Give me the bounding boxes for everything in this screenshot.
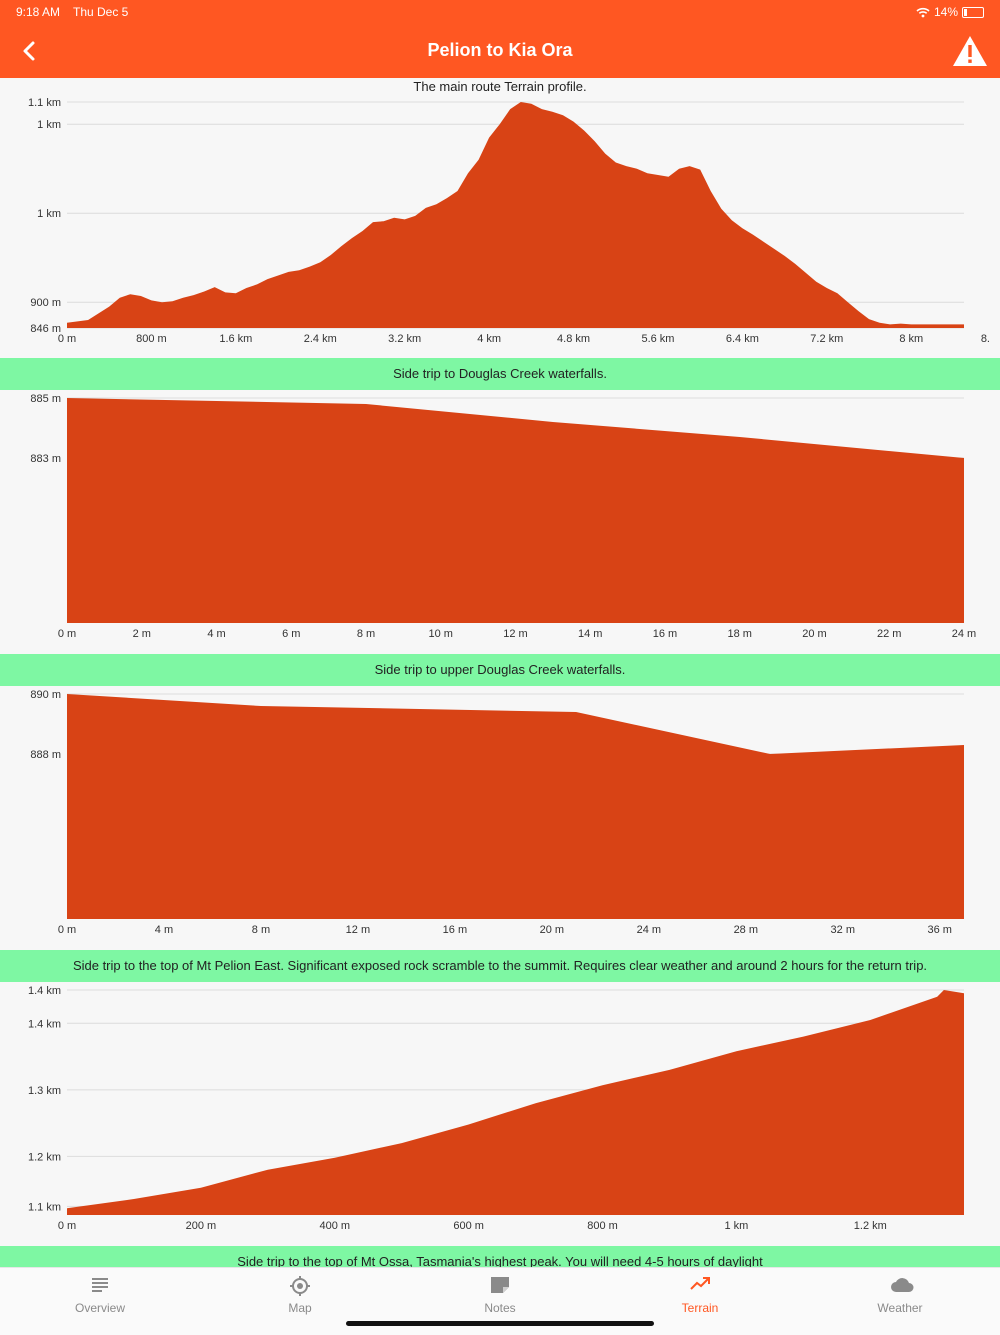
x-tick-label: 800 m — [136, 333, 167, 344]
y-tick-label: 1.4 km — [28, 985, 61, 997]
tab-weather[interactable]: Weather — [820, 1268, 980, 1328]
chart-title-band: Side trip to upper Douglas Creek waterfa… — [0, 654, 1000, 686]
tab-map[interactable]: Map — [220, 1268, 380, 1328]
elevation-area — [67, 398, 964, 623]
x-tick-label: 3.2 km — [388, 333, 421, 344]
elevation-area — [67, 694, 964, 919]
x-tick-label: 2 m — [133, 628, 151, 640]
tab-overview[interactable]: Overview — [20, 1268, 180, 1328]
tab-overview-label: Overview — [74, 1301, 125, 1315]
x-tick-label: 6.4 km — [726, 333, 759, 344]
x-tick-label: 0 m — [58, 924, 76, 936]
wifi-icon — [916, 7, 930, 17]
battery-icon — [962, 6, 984, 18]
x-tick-label: 5.6 km — [641, 333, 674, 344]
x-tick-label: 32 m — [831, 924, 855, 936]
y-tick-label: 1 km — [37, 208, 61, 220]
tab-notes[interactable]: Notes — [420, 1268, 580, 1328]
x-tick-label: 200 m — [186, 1220, 217, 1232]
y-tick-label: 1 km — [37, 119, 61, 131]
y-tick-label: 883 m — [30, 453, 61, 465]
x-tick-label: 8. — [981, 333, 990, 344]
elevation-area — [67, 102, 964, 328]
x-tick-label: 1.2 km — [854, 1220, 887, 1232]
x-tick-label: 7.2 km — [810, 333, 843, 344]
x-tick-label: 8 m — [252, 924, 270, 936]
x-tick-label: 14 m — [578, 628, 602, 640]
x-tick-label: 0 m — [58, 333, 76, 344]
terrain-chart-douglas-creek: 885 m 883 m 0 m 2 m 4 m 6 m 8 m 10 m 12 m 14 m 16 … — [30, 393, 976, 640]
chart-title: The main route Terrain profile. — [413, 79, 587, 94]
x-tick-label: 18 m — [728, 628, 752, 640]
tab-map-label: Map — [288, 1301, 312, 1315]
x-tick-label: 20 m — [802, 628, 826, 640]
warning-icon[interactable] — [952, 34, 988, 68]
x-tick-label: 4.8 km — [557, 333, 590, 344]
status-time: 9:18 AM — [16, 5, 61, 19]
x-tick-label: 12 m — [346, 924, 370, 936]
y-tick-label: 885 m — [30, 393, 61, 405]
x-tick-label: 600 m — [453, 1220, 484, 1232]
x-tick-label: 400 m — [319, 1220, 350, 1232]
x-tick-label: 2.4 km — [304, 333, 337, 344]
x-tick-label: 24 m — [637, 924, 661, 936]
x-tick-label: 4 km — [477, 333, 501, 344]
y-tick-label: 1.1 km — [28, 97, 61, 109]
cloud-icon — [891, 1278, 914, 1292]
x-tick-label: 20 m — [540, 924, 564, 936]
x-tick-label: 0 m — [58, 628, 76, 640]
y-tick-label: 1.1 km — [28, 1201, 61, 1213]
x-tick-label: 1.6 km — [219, 333, 252, 344]
y-tick-label: 846 m — [30, 323, 61, 335]
y-tick-label: 900 m — [30, 297, 61, 309]
x-tick-label: 16 m — [443, 924, 467, 936]
y-tick-label: 1.2 km — [28, 1151, 61, 1163]
location-target-icon — [290, 1276, 310, 1296]
x-tick-label: 0 m — [58, 1220, 76, 1232]
x-tick-label: 10 m — [429, 628, 453, 640]
trend-icon — [690, 1277, 710, 1290]
y-tick-label: 1.4 km — [28, 1018, 61, 1030]
y-tick-label: 890 m — [30, 689, 61, 701]
x-tick-label: 28 m — [734, 924, 758, 936]
terrain-chart-mt-pelion-east: 1.4 km 1.4 km 1.3 km 1.2 km 1.1 km 0 m 200 m 40… — [28, 985, 964, 1232]
tab-weather-label: Weather — [877, 1301, 923, 1315]
status-date: Thu Dec 5 — [73, 5, 129, 19]
tab-notes-label: Notes — [484, 1301, 516, 1315]
status-bar: 9:18 AM Thu Dec 5 14% — [0, 0, 1000, 24]
x-tick-label: 800 m — [587, 1220, 618, 1232]
chart-title-band: Side trip to the top of Mt Pelion East. … — [0, 950, 1000, 982]
home-indicator — [346, 1321, 654, 1326]
y-tick-label: 1.3 km — [28, 1085, 61, 1097]
x-tick-label: 6 m — [282, 628, 300, 640]
terrain-chart-main-route: 1.1 km 1 km 1 km 900 m 846 m0 m 800 m 1.6 km 2.… — [28, 97, 990, 344]
x-tick-label: 8 km — [899, 333, 923, 344]
x-tick-label: 24 m — [952, 628, 976, 640]
x-tick-label: 16 m — [653, 628, 677, 640]
page-title: Pelion to Kia Ora — [427, 40, 573, 60]
chart-title-band: Side trip to the top of Mt Ossa, Tasmani… — [0, 1246, 1000, 1268]
x-tick-label: 4 m — [155, 924, 173, 936]
x-tick-label: 36 m — [928, 924, 952, 936]
nav-bar: Pelion to Kia Ora — [0, 24, 1000, 78]
tab-terrain-label: Terrain — [681, 1301, 719, 1315]
x-tick-label: 8 m — [357, 628, 375, 640]
chart-title-band: Side trip to Douglas Creek waterfalls. — [0, 358, 1000, 390]
y-tick-label: 888 m — [30, 749, 61, 761]
terrain-chart-upper-douglas-creek: 890 m 888 m 0 m 4 m 8 m 12 m 16 m 20 m 24 m 28 m 3… — [30, 689, 964, 936]
back-chevron-icon[interactable] — [16, 36, 44, 66]
list-icon — [92, 1278, 108, 1292]
tab-terrain[interactable]: Terrain — [620, 1268, 780, 1328]
battery-percent: 14% — [933, 5, 958, 19]
status-right: 14% — [916, 5, 984, 19]
x-tick-label: 12 m — [503, 628, 527, 640]
x-tick-label: 22 m — [877, 628, 901, 640]
x-tick-label: 1 km — [724, 1220, 748, 1232]
x-tick-label: 4 m — [207, 628, 225, 640]
elevation-area — [67, 990, 964, 1215]
note-icon — [491, 1277, 509, 1293]
